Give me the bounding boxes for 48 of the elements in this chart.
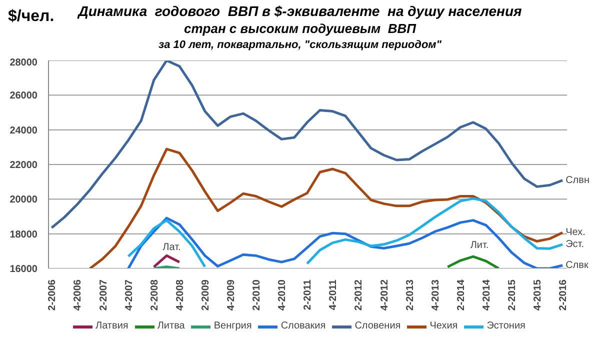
x-tick-label: 2-2007 (98, 279, 110, 311)
x-tick-label: 4-2010 (277, 279, 288, 311)
legend-label: Чехия (430, 320, 458, 332)
y-tick-label: 18000 (10, 229, 38, 240)
y-tick-label: 16000 (10, 264, 38, 275)
annotation: Лит. (470, 240, 489, 252)
x-tick-label: 2-2011 (302, 279, 314, 310)
line-series (127, 216, 564, 268)
x-tick-label: 2-2013 (404, 279, 416, 311)
annotation: Слвн (566, 174, 590, 186)
annotation: Слвк (566, 260, 589, 271)
legend-label: Литва (157, 320, 185, 332)
x-tick-label: 4-2015 (532, 279, 544, 311)
y-tick-label: 24000 (10, 125, 38, 136)
annotation: Эст. (566, 238, 584, 250)
x-tick-label: 4-2008 (174, 279, 186, 311)
x-tick-label: 2-2009 (200, 279, 212, 311)
line-series (446, 255, 500, 268)
legend-label: Словакия (280, 320, 326, 332)
legend-label: Венгрия (214, 320, 252, 332)
x-tick-label: 2-2006 (47, 279, 58, 311)
y-tick-label: 20000 (10, 194, 38, 206)
x-tick-label: 4-2011 (328, 279, 340, 310)
y-tick-label: 28000 (10, 58, 38, 68)
x-tick-label: 4-2006 (72, 279, 84, 311)
line-series (50, 60, 564, 230)
x-tick-label: 2-2012 (354, 279, 365, 311)
x-tick-label: 4-2013 (430, 279, 442, 311)
chart-subtitle: за 10 лет, поквартально, "скользящим периодом" (157, 39, 443, 51)
annotation: Чех. (566, 227, 586, 238)
y-tick-label: 22000 (10, 160, 38, 171)
line-series (88, 148, 564, 268)
x-tick-label: 4-2009 (226, 279, 237, 311)
legend-label: Эстония (486, 320, 526, 332)
chart-title: Динамика годового ВВП в $-эквиваленте на душу населения стран с высоким подушевым ВВП (78, 3, 522, 36)
x-tick-label: 2-2016 (558, 279, 570, 311)
x-tick-label: 4-2007 (124, 279, 135, 311)
y-axis-title: $/чел. (8, 8, 54, 26)
x-tick-label: 4-2012 (379, 279, 390, 311)
x-tick-label: 2-2010 (252, 279, 263, 311)
x-tick-label: 4-2014 (481, 279, 492, 311)
annotation: Лат. (162, 242, 181, 253)
legend-label: Латвия (96, 320, 128, 332)
x-tick-label: 2-2014 (456, 279, 467, 311)
x-tick-label: 2-2015 (506, 279, 518, 311)
legend-label: Словения (354, 320, 401, 332)
y-tick-label: 26000 (10, 90, 38, 102)
x-tick-label: 2-2008 (149, 279, 160, 311)
